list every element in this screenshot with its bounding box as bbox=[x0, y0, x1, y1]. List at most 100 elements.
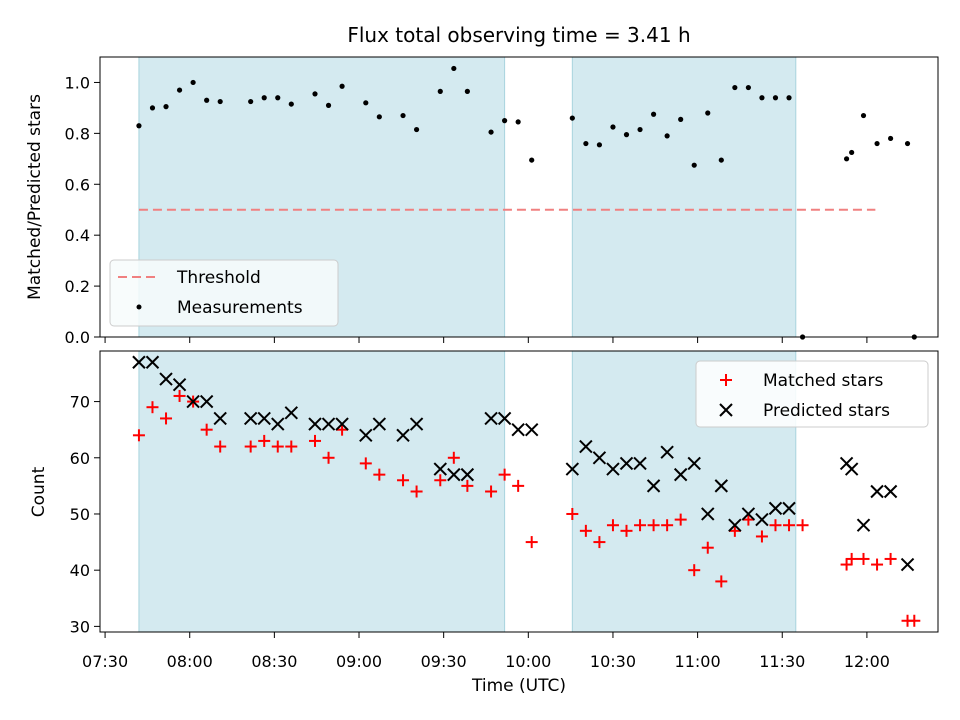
measurement-point bbox=[843, 156, 850, 162]
predicted-star-point bbox=[213, 411, 227, 426]
measurement-point bbox=[650, 111, 657, 117]
top-y-tick-label: 0.6 bbox=[65, 175, 90, 194]
matched-star-point bbox=[244, 440, 257, 453]
top-y-tick-label: 0.4 bbox=[65, 226, 90, 245]
x-tick-label: 11:30 bbox=[759, 652, 805, 671]
predicted-star-point bbox=[856, 518, 871, 532]
x-tick-label: 10:00 bbox=[505, 652, 551, 671]
x-tick-label: 11:00 bbox=[675, 652, 721, 671]
x-tick-label: 09:00 bbox=[336, 652, 382, 671]
measurement-point bbox=[176, 87, 183, 93]
predicted-star-point bbox=[755, 512, 769, 527]
predicted-star-point bbox=[660, 445, 674, 459]
x-tick-label: 08:30 bbox=[251, 652, 297, 671]
measurement-point bbox=[190, 79, 196, 86]
matched-star-point bbox=[742, 513, 755, 526]
predicted-star-point bbox=[172, 378, 187, 392]
predicted-star-point bbox=[497, 411, 512, 426]
bottom-axes: 07:30 08:00 08:30 09:00 09:30 10:00 10:30 11:00… bbox=[70, 393, 890, 671]
legend-measurements-label: Measurements bbox=[177, 298, 303, 318]
predicted-star-point bbox=[511, 422, 525, 437]
legend-threshold-label: Threshold bbox=[176, 268, 261, 288]
measurement-point bbox=[786, 95, 792, 101]
matched-star-point bbox=[783, 519, 796, 532]
measurement-point bbox=[718, 157, 724, 163]
measurement-point bbox=[502, 118, 508, 124]
measurement-point bbox=[772, 95, 779, 101]
measurement-point bbox=[583, 140, 589, 147]
predicted-star-point bbox=[619, 456, 634, 471]
matched-star-point bbox=[285, 440, 298, 453]
matched-star-point bbox=[271, 440, 284, 453]
measurement-point bbox=[204, 97, 210, 103]
measurement-point bbox=[261, 95, 267, 101]
predicted-star-point bbox=[359, 428, 373, 443]
top-plot-frame bbox=[99, 56, 939, 338]
predicted-star-point bbox=[145, 355, 160, 369]
top-y-tick-label: 1.0 bbox=[65, 73, 90, 92]
top-y-tick-label: 0.0 bbox=[65, 328, 90, 347]
measurement-point bbox=[678, 116, 684, 122]
bottom-y-tick-label: 60 bbox=[70, 449, 90, 468]
predicted-star-point bbox=[524, 422, 539, 437]
predicted-star-point bbox=[372, 417, 387, 431]
bottom-data-marks bbox=[132, 355, 921, 627]
measurement-point bbox=[732, 84, 738, 91]
bottom-legend: Matched stars Predicted stars bbox=[695, 360, 929, 428]
matched-star-point bbox=[525, 536, 538, 549]
matched-star-point bbox=[173, 389, 186, 402]
matched-star-point bbox=[498, 468, 511, 481]
chart-title: Flux total observing time = 3.41 h bbox=[347, 23, 690, 47]
matched-star-point bbox=[461, 479, 474, 492]
predicted-star-point bbox=[199, 394, 214, 409]
measurement-point bbox=[437, 88, 443, 94]
x-axis-label: Time (UTC) bbox=[471, 676, 566, 696]
predicted-star-point bbox=[844, 462, 859, 476]
matched-star-point bbox=[593, 536, 606, 549]
measurement-point bbox=[413, 126, 420, 133]
matched-star-point bbox=[485, 485, 498, 498]
legend-predicted-label: Predicted stars bbox=[763, 401, 890, 421]
matched-star-point bbox=[769, 519, 782, 532]
measurement-point bbox=[376, 114, 382, 120]
matched-star-point bbox=[579, 524, 592, 537]
predicted-star-point bbox=[592, 451, 607, 465]
predicted-star-point bbox=[768, 501, 783, 516]
measurement-point bbox=[149, 105, 156, 111]
predicted-star-point bbox=[633, 456, 647, 471]
measurement-point bbox=[569, 115, 575, 121]
predicted-star-point bbox=[308, 417, 322, 431]
matched-star-point bbox=[661, 519, 674, 532]
measurement-point bbox=[610, 124, 616, 130]
matched-star-point bbox=[434, 474, 447, 487]
measurement-point bbox=[664, 133, 670, 139]
measurement-point bbox=[339, 83, 345, 89]
predicted-star-point bbox=[741, 507, 756, 521]
matched-star-point bbox=[373, 468, 386, 481]
matched-star-point bbox=[200, 423, 213, 436]
measurement-point bbox=[745, 84, 751, 91]
bottom-plot-frame bbox=[99, 350, 939, 633]
predicted-star-point bbox=[132, 355, 146, 369]
predicted-star-point bbox=[257, 411, 271, 426]
matched-star-point bbox=[336, 423, 349, 436]
predicted-star-point bbox=[484, 411, 498, 426]
bottom-y-axis-label: Count bbox=[29, 466, 49, 517]
predicted-star-point bbox=[565, 462, 580, 476]
predicted-star-point bbox=[243, 411, 258, 426]
measurement-point bbox=[325, 102, 332, 108]
shaded-region-1 bbox=[571, 56, 797, 338]
measurement-point bbox=[464, 88, 470, 94]
measurement-point bbox=[623, 132, 630, 138]
measurement-point bbox=[691, 162, 697, 168]
matched-star-point bbox=[410, 485, 423, 498]
predicted-star-point bbox=[728, 518, 742, 532]
x-tick-label: 08:00 bbox=[167, 652, 213, 671]
matched-star-point bbox=[884, 552, 897, 565]
predicted-star-point bbox=[433, 462, 447, 476]
predicted-star-point bbox=[687, 456, 701, 471]
measurement-point bbox=[860, 112, 867, 119]
predicted-star-point bbox=[409, 417, 424, 431]
x-tick-label: 10:30 bbox=[590, 652, 636, 671]
